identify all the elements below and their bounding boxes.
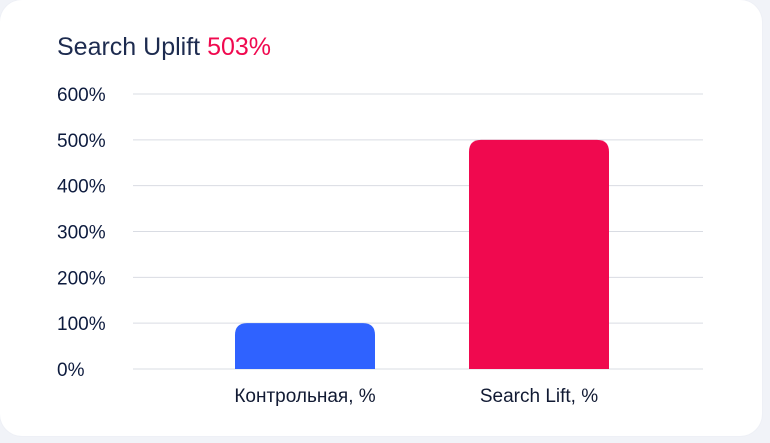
y-tick-label: 0% [57,360,85,381]
y-axis-tick-labels: 0% 100% 200% 300% 400% 500% 600% [57,85,106,381]
y-tick-label: 600% [57,85,106,106]
y-tick-label: 200% [57,268,106,289]
chart-title-text: Search Uplift [57,33,201,61]
y-tick-label: 100% [57,314,106,335]
chart-title: Search Uplift 503% [57,31,271,63]
bars [235,139,609,369]
x-category-label: Search Lift, % [480,386,598,407]
y-tick-label: 300% [57,223,106,244]
gridlines [133,93,703,370]
x-axis-category-labels: Контрольная, % Search Lift, % [234,386,598,407]
y-tick-label: 500% [57,131,106,152]
x-category-label: Контрольная, % [234,386,375,407]
bar-search-lift [469,139,609,369]
y-tick-label: 400% [57,177,106,198]
bar-control [235,323,375,369]
chart-title-highlight: 503% [207,33,272,61]
chart-card: Search Uplift 503% [0,0,762,436]
